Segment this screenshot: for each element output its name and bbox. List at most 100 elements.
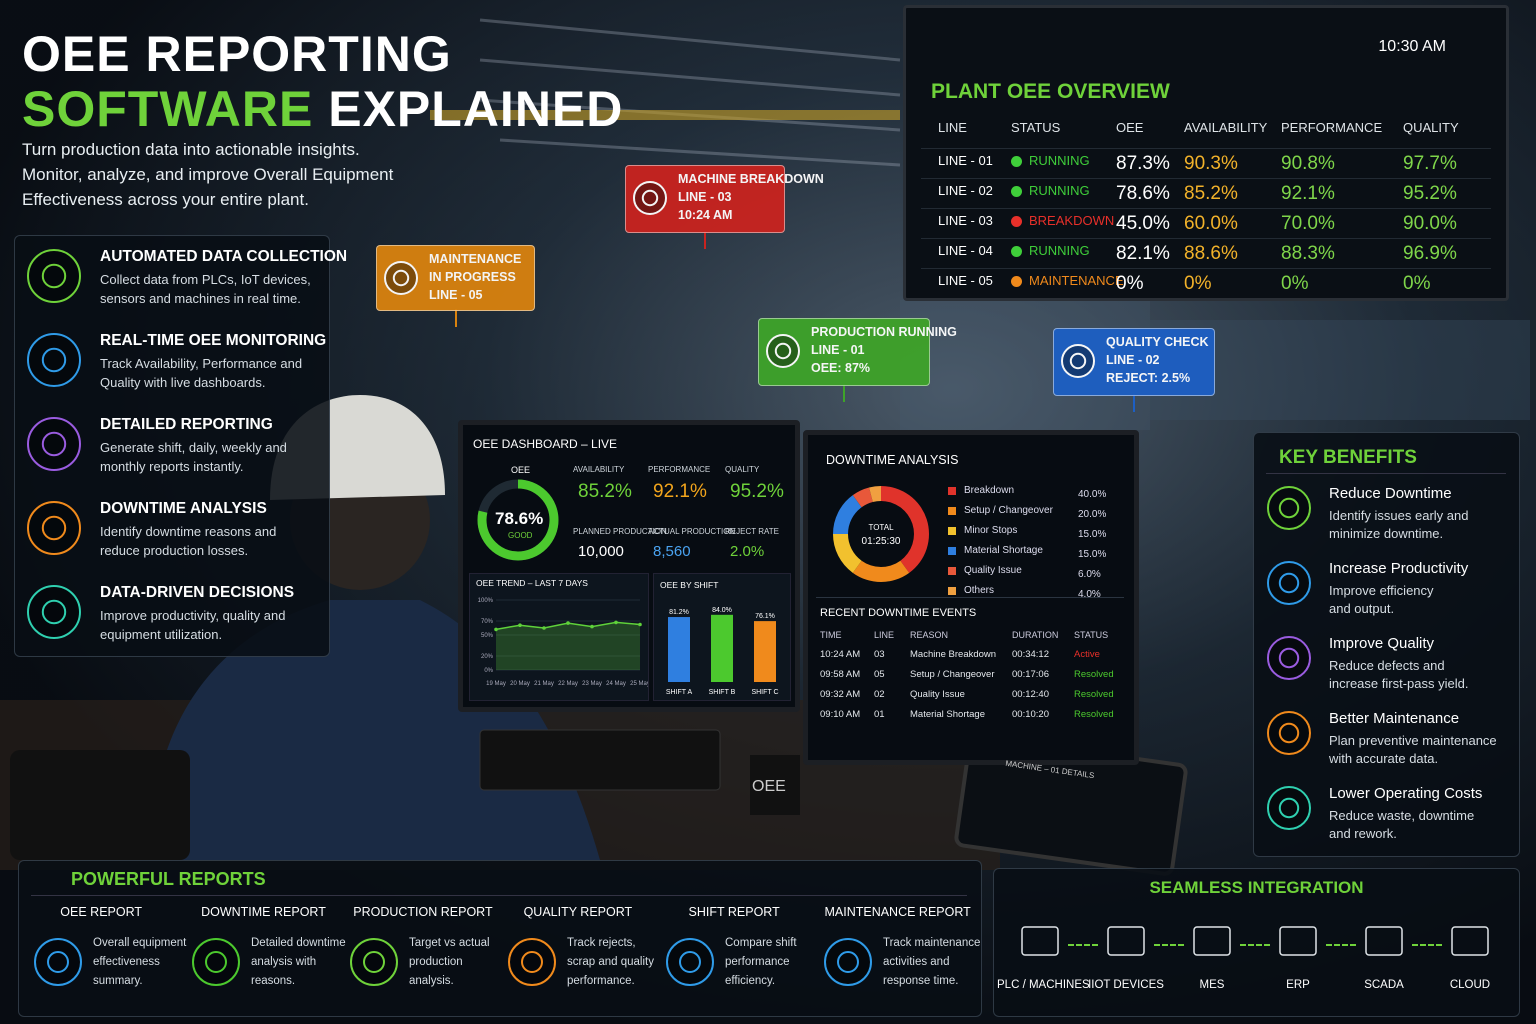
benefit-desc: and output. bbox=[1329, 601, 1395, 616]
icon bbox=[1267, 786, 1311, 830]
integration-label: MES bbox=[1199, 979, 1225, 991]
feature-title: REAL-TIME OEE MONITORING bbox=[100, 332, 327, 349]
events-header: TIME bbox=[820, 630, 842, 640]
metric-label: AVAILABILITY bbox=[573, 465, 625, 474]
time: 10:30 AM bbox=[1378, 38, 1446, 55]
icon bbox=[27, 501, 81, 555]
chart bbox=[1021, 926, 1059, 956]
y-tick-label: 0% bbox=[484, 668, 493, 674]
icon-ring bbox=[1267, 636, 1311, 680]
icon-core bbox=[41, 515, 67, 541]
icon bbox=[27, 585, 81, 639]
icon-core bbox=[41, 431, 67, 457]
legend-value: 4.0% bbox=[1078, 589, 1101, 600]
donut-segment bbox=[852, 487, 873, 508]
chart bbox=[1193, 926, 1231, 956]
icon-ring bbox=[1267, 786, 1311, 830]
cell: 97.7% bbox=[1403, 153, 1457, 174]
report-desc: analysis with bbox=[251, 956, 317, 968]
report-desc: activities and bbox=[883, 956, 950, 968]
callout-text: IN PROGRESS bbox=[429, 270, 516, 284]
trend-title: OEE TREND – LAST 7 DAYS bbox=[476, 578, 588, 588]
events-cell: 09:32 AM bbox=[820, 689, 861, 700]
integration-icon bbox=[1193, 926, 1231, 956]
feature-title: DETAILED REPORTING bbox=[100, 416, 273, 433]
report-title: QUALITY REPORT bbox=[523, 905, 633, 919]
icon-core bbox=[837, 951, 859, 973]
integration-label: IIOT DEVICES bbox=[1088, 979, 1164, 991]
cell: 0% bbox=[1403, 273, 1431, 294]
icon-core bbox=[1278, 647, 1300, 669]
trend-point bbox=[590, 624, 594, 629]
callout-text: LINE - 05 bbox=[429, 288, 483, 302]
benefit-title: Better Maintenance bbox=[1329, 710, 1460, 727]
mug-text: OEE bbox=[752, 778, 786, 795]
report-desc: Detailed downtime bbox=[251, 937, 346, 949]
legend-swatch bbox=[948, 547, 956, 555]
callout: MACHINE BREAKDOWN LINE - 03 10:24 AM bbox=[625, 165, 824, 233]
status: RUNNING bbox=[1029, 243, 1090, 258]
icon bbox=[1267, 486, 1311, 530]
benefit-title: Improve Quality bbox=[1329, 635, 1435, 652]
legend-value: 15.0% bbox=[1078, 529, 1107, 540]
events-cell: Setup / Changeover bbox=[910, 669, 995, 680]
column-header: STATUS bbox=[1011, 120, 1061, 135]
column-header: LINE bbox=[938, 120, 967, 135]
bar-label: 81.2% bbox=[669, 609, 689, 616]
icon-ring bbox=[192, 938, 240, 986]
trend-point bbox=[614, 620, 618, 625]
feature-desc: reduce production losses. bbox=[100, 543, 249, 558]
benefit-desc: minimize downtime. bbox=[1329, 526, 1444, 541]
callout-text: QUALITY CHECK bbox=[1106, 335, 1209, 349]
board-title: PLANT OEE OVERVIEW bbox=[931, 80, 1170, 103]
icon-core bbox=[363, 951, 385, 973]
integration-label: SCADA bbox=[1364, 979, 1404, 991]
icon-core bbox=[1278, 722, 1300, 744]
events-cell: 00:12:40 bbox=[1012, 689, 1049, 700]
cell: 0% bbox=[1116, 273, 1144, 294]
row-divider bbox=[921, 148, 1491, 149]
downtime-title: DOWNTIME ANALYSIS bbox=[826, 453, 959, 467]
status: RUNNING bbox=[1029, 183, 1090, 198]
icon-core bbox=[1278, 572, 1300, 594]
report-desc: efficiency. bbox=[725, 975, 776, 987]
icon bbox=[384, 261, 418, 295]
benefits-title: KEY BENEFITS bbox=[1279, 447, 1417, 468]
gauge-label: OEE bbox=[511, 465, 531, 475]
feature-title: DATA-DRIVEN DECISIONS bbox=[100, 584, 295, 601]
icon-core bbox=[392, 269, 410, 287]
benefit-title: Increase Productivity bbox=[1329, 560, 1469, 577]
callout: QUALITY CHECK LINE - 02 REJECT: 2.5% bbox=[1053, 328, 1215, 396]
cell: LINE - 03 bbox=[938, 213, 993, 228]
icon bbox=[27, 417, 81, 471]
icon-core bbox=[641, 189, 659, 207]
connector bbox=[1154, 944, 1184, 946]
events-cell: 09:10 AM bbox=[820, 709, 861, 720]
integration-label: ERP bbox=[1286, 979, 1310, 991]
report-desc: scrap and quality bbox=[567, 956, 654, 968]
status-dot bbox=[1011, 186, 1022, 197]
x-tick-label: 20 May bbox=[510, 681, 530, 687]
icon bbox=[34, 938, 82, 986]
report-title: PRODUCTION REPORT bbox=[353, 905, 493, 919]
icon-core bbox=[521, 951, 543, 973]
integration-icon bbox=[1365, 926, 1403, 956]
callout: PRODUCTION RUNNING LINE - 01 OEE: 87% bbox=[758, 318, 957, 386]
legend-value: 6.0% bbox=[1078, 569, 1101, 580]
report-desc: analysis. bbox=[409, 975, 454, 987]
icon-core bbox=[41, 263, 67, 289]
benefit-title: Lower Operating Costs bbox=[1329, 785, 1483, 802]
cell: 60.0% bbox=[1184, 213, 1238, 234]
donut-segment bbox=[833, 495, 862, 534]
icon bbox=[27, 333, 81, 387]
trend-point bbox=[518, 623, 522, 627]
chart bbox=[477, 479, 559, 561]
metric-value: 85.2% bbox=[578, 481, 632, 502]
callout-text: LINE - 03 bbox=[678, 190, 732, 204]
cell: LINE - 04 bbox=[938, 243, 993, 258]
legend-value: 20.0% bbox=[1078, 509, 1107, 520]
chart bbox=[1365, 926, 1403, 956]
title-line-2: SOFTWARE EXPLAINED bbox=[22, 80, 623, 138]
y-tick-label: 20% bbox=[481, 654, 494, 660]
